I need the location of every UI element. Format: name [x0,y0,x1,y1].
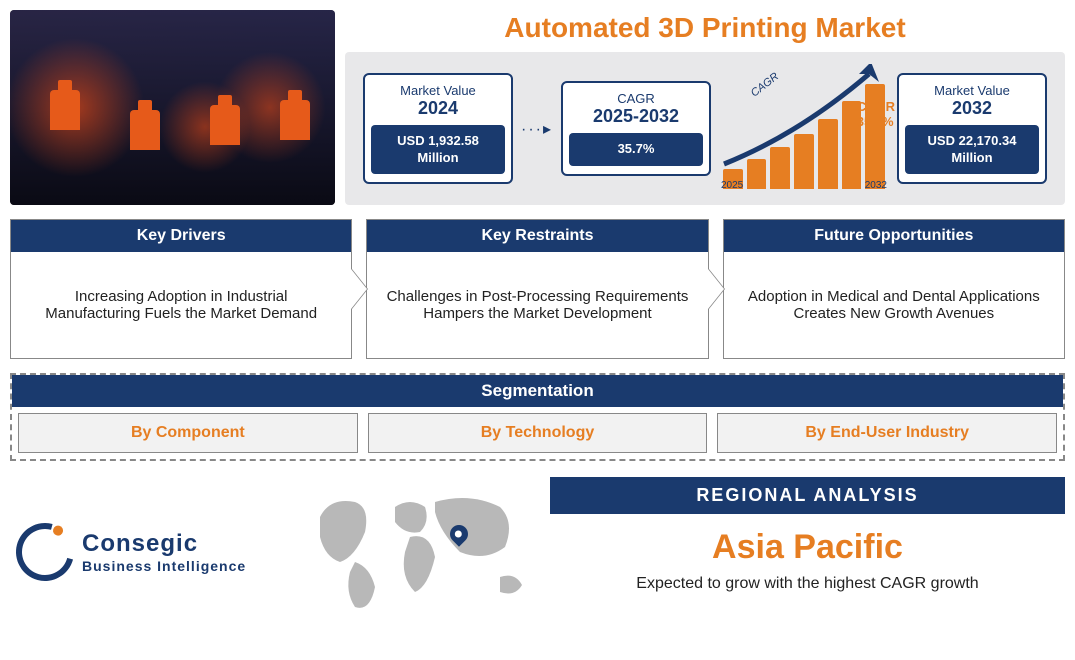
page-title: Automated 3D Printing Market [345,10,1065,52]
metric-year: 2032 [905,98,1039,119]
metric-value: USD 22,170.34 Million [905,125,1039,175]
segmentation-panel: Segmentation By Component By Technology … [10,373,1065,461]
chart-cagr-value: 35.7% [857,114,894,129]
world-map-icon [300,477,540,627]
metrics-bar: Market Value 2024 USD 1,932.58 Million ·… [345,52,1065,205]
metric-label: Market Value [371,83,505,98]
factor-opportunities: Future Opportunities Adoption in Medical… [723,219,1065,359]
logo-mark-icon [5,512,84,591]
regional-region: Asia Pacific [550,528,1065,567]
logo-l2a: B [82,558,93,574]
metric-label: CAGR [569,91,703,106]
metric-card-cagr: CAGR 2025-2032 35.7% [561,81,711,176]
top-row: Automated 3D Printing Market Market Valu… [10,10,1065,205]
hero-image [10,10,335,205]
factor-body: Adoption in Medical and Dental Applicati… [724,252,1064,358]
world-map [300,477,540,627]
factor-title: Key Restraints [367,220,707,252]
metric-value: USD 1,932.58 Million [371,125,505,175]
header-panel: Automated 3D Printing Market Market Valu… [345,10,1065,205]
brand-logo: Consegic Business Intelligence [10,477,290,627]
logo-text: Consegic Business Intelligence [82,530,246,574]
factor-title: Key Drivers [11,220,351,252]
metric-card-start: Market Value 2024 USD 1,932.58 Million [363,73,513,185]
arrow-icon: ···▸ [521,119,553,139]
bottom-row: Consegic Business Intelligence REGIONAL … [10,477,1065,627]
chart-cagr-label: CAGR [857,99,895,114]
regional-note: Expected to grow with the highest CAGR g… [550,575,1065,593]
factors-row: Key Drivers Increasing Adoption in Indus… [10,219,1065,359]
metric-label: Market Value [905,83,1039,98]
factor-body: Challenges in Post-Processing Requiremen… [367,252,707,358]
chart-x-start: 2025 [721,180,743,191]
metric-year: 2024 [371,98,505,119]
metric-card-end: Market Value 2032 USD 22,170.34 Million [897,73,1047,185]
seg-item-component: By Component [18,413,358,453]
segmentation-title: Segmentation [12,375,1063,407]
regional-header: REGIONAL ANALYSIS [550,477,1065,514]
metric-value: 35.7% [569,133,703,166]
logo-l1b: onsegic [100,530,198,557]
logo-l1a: C [82,530,100,557]
seg-item-enduser: By End-User Industry [717,413,1057,453]
factor-body: Increasing Adoption in Industrial Manufa… [11,252,351,358]
regional-panel: REGIONAL ANALYSIS Asia Pacific Expected … [550,477,1065,627]
logo-l2b: usiness Intelligence [93,558,246,574]
metric-year: 2025-2032 [569,106,703,127]
factor-restraints: Key Restraints Challenges in Post-Proces… [366,219,708,359]
chart-cagr-text: CAGR 35.7% [857,99,895,130]
factor-drivers: Key Drivers Increasing Adoption in Indus… [10,219,352,359]
seg-item-technology: By Technology [368,413,708,453]
factor-title: Future Opportunities [724,220,1064,252]
cagr-chart: CAGR 2025 2032 CAGR 35.7% [719,69,889,189]
segmentation-row: By Component By Technology By End-User I… [18,413,1057,453]
chart-x-end: 2032 [865,180,887,191]
